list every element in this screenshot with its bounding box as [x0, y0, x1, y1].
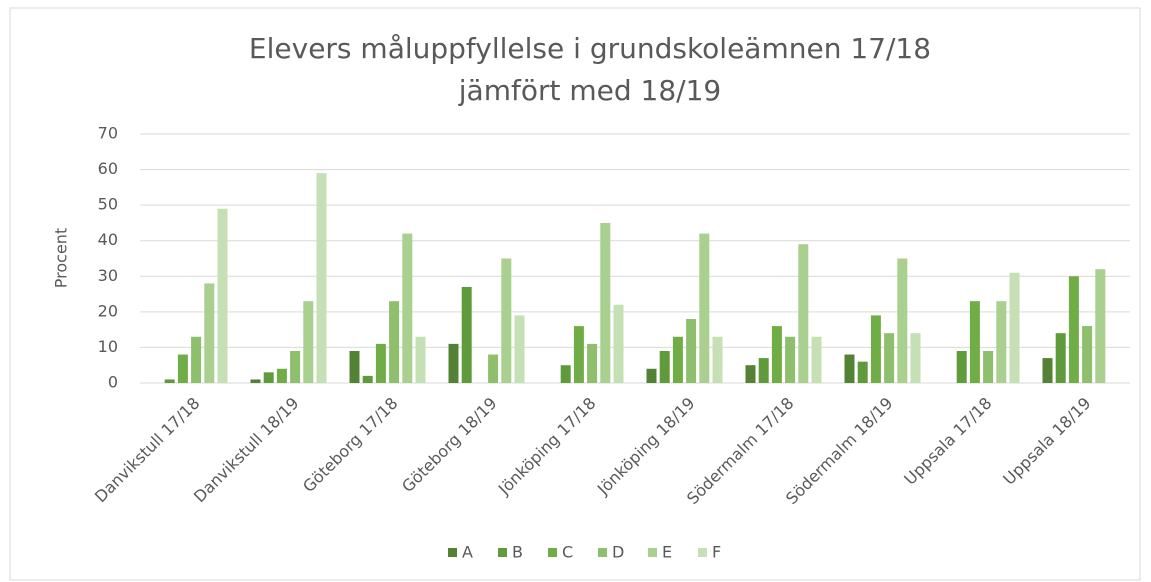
bar — [191, 336, 202, 383]
bar — [177, 354, 188, 383]
bar — [857, 361, 868, 383]
bar — [910, 333, 921, 383]
bar — [1095, 269, 1106, 383]
bar — [1082, 326, 1093, 383]
y-tick-label: 20 — [98, 301, 118, 320]
bar — [1042, 358, 1053, 383]
bar — [996, 301, 1007, 383]
y-tick-label: 40 — [98, 230, 118, 249]
y-tick-label: 70 — [98, 124, 118, 143]
legend-swatch — [448, 548, 457, 557]
bar — [884, 333, 895, 383]
legend-label: E — [662, 543, 672, 562]
bar — [290, 350, 301, 383]
bar — [560, 365, 571, 383]
bar — [613, 304, 624, 383]
bar — [389, 301, 400, 383]
bar — [164, 379, 175, 383]
bar — [983, 350, 994, 383]
bar — [488, 354, 499, 383]
legend-swatch — [498, 548, 507, 557]
bar — [686, 318, 697, 383]
legend-swatch — [648, 548, 657, 557]
bar — [362, 375, 373, 383]
bar — [1009, 272, 1020, 383]
legend-label: C — [562, 543, 573, 562]
legend-swatch — [598, 548, 607, 557]
bar — [712, 336, 723, 383]
bar — [785, 336, 796, 383]
bar — [771, 326, 782, 383]
y-tick-label: 0 — [108, 373, 118, 392]
bar — [303, 301, 314, 383]
bar — [699, 233, 710, 383]
bar — [217, 208, 228, 383]
bar — [745, 365, 756, 383]
y-tick-label: 10 — [98, 337, 118, 356]
bar — [672, 336, 683, 383]
bar — [600, 222, 611, 383]
legend-label: F — [712, 543, 721, 562]
bar — [969, 301, 980, 383]
bar — [349, 350, 360, 383]
chart-frame — [9, 7, 1141, 581]
bar — [461, 286, 472, 383]
bar — [1068, 276, 1079, 383]
bar — [415, 336, 426, 383]
bar — [204, 283, 215, 383]
legend-label: B — [512, 543, 523, 562]
bar — [250, 379, 261, 383]
bar — [587, 343, 598, 383]
chart-title: jämfört med 18/19 — [458, 74, 721, 107]
bar — [448, 343, 459, 383]
bar — [798, 244, 809, 383]
bar — [316, 173, 327, 383]
chart-title: Elevers måluppfyllelse i grundskoleämnen… — [249, 32, 931, 65]
bar — [263, 372, 274, 383]
bar — [844, 354, 855, 383]
y-tick-label: 60 — [98, 159, 118, 178]
bar — [646, 368, 657, 383]
bar — [501, 258, 512, 383]
bar — [375, 343, 386, 383]
legend-label: A — [462, 543, 473, 562]
bar — [276, 368, 287, 383]
bar — [1055, 333, 1066, 383]
bar — [897, 258, 908, 383]
legend-swatch — [548, 548, 557, 557]
bar — [811, 336, 822, 383]
legend-label: D — [612, 543, 624, 562]
bar — [758, 358, 769, 383]
y-axis-label: Procent — [52, 228, 71, 288]
bar — [514, 315, 525, 383]
bar — [956, 350, 967, 383]
bar — [573, 326, 584, 383]
bar — [659, 350, 670, 383]
bar — [402, 233, 413, 383]
legend-swatch — [698, 548, 707, 557]
y-tick-label: 30 — [98, 266, 118, 285]
y-tick-label: 50 — [98, 195, 118, 214]
bar — [870, 315, 881, 383]
